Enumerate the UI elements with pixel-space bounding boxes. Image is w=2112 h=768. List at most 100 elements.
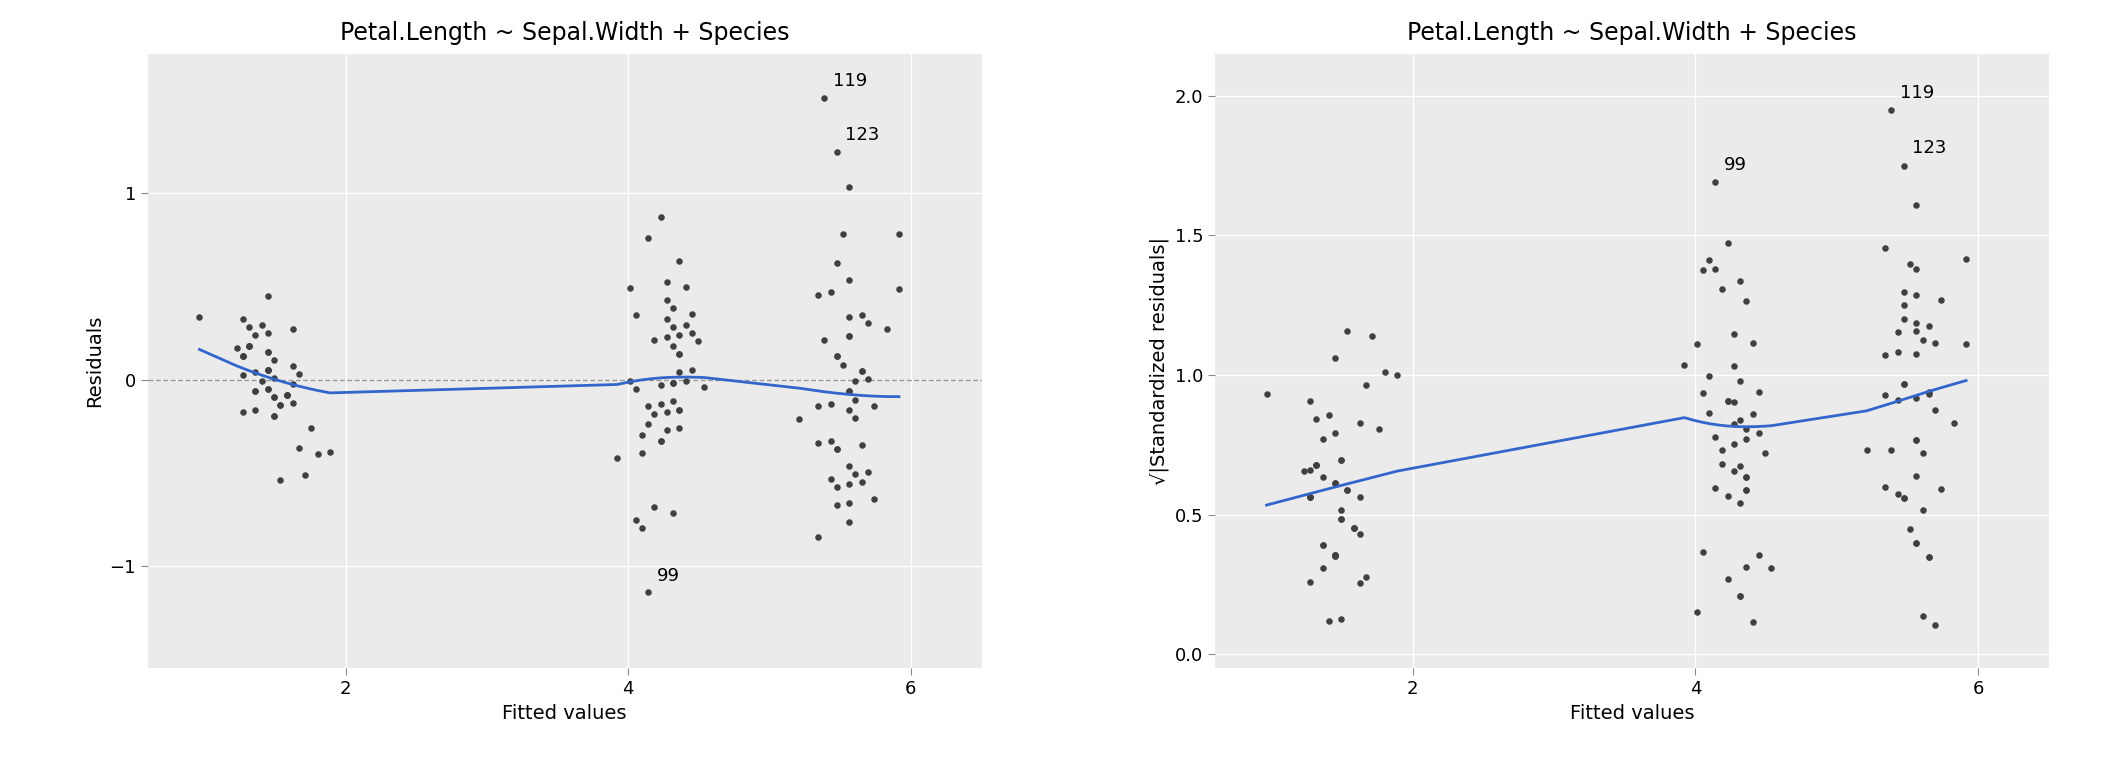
Point (1723, 497, 1757, 509)
Point (1343, 416, 1377, 429)
Point (800, 437, 834, 449)
Point (251, 364, 285, 376)
Point (182, 311, 215, 323)
Point (1299, 459, 1333, 472)
Point (819, 481, 853, 493)
Point (819, 145, 853, 157)
Point (1723, 375, 1757, 387)
Point (1698, 431, 1732, 443)
Point (1882, 346, 1916, 358)
Point (1937, 416, 1970, 429)
Point (832, 273, 866, 286)
Point (1293, 491, 1326, 503)
Point (1886, 378, 1920, 390)
Point (1692, 407, 1726, 419)
Point (1305, 471, 1339, 483)
Point (1886, 300, 1920, 312)
Point (832, 404, 866, 416)
Point (1666, 359, 1700, 372)
Point (226, 313, 260, 325)
Point (1749, 447, 1783, 459)
Point (625, 447, 659, 459)
Point (1755, 562, 1789, 574)
Point (1685, 264, 1719, 276)
Point (1730, 561, 1764, 574)
Point (1730, 471, 1764, 483)
Point (845, 364, 879, 376)
Point (663, 254, 697, 266)
Point (1717, 396, 1751, 408)
Point (1899, 199, 1932, 211)
Point (1318, 427, 1352, 439)
Point (650, 406, 684, 418)
Point (300, 449, 334, 461)
Point (676, 326, 710, 339)
Point (1299, 413, 1333, 425)
Point (845, 439, 879, 451)
Point (1369, 366, 1402, 378)
Point (1331, 485, 1364, 497)
Point (650, 276, 684, 288)
Point (1924, 294, 1958, 306)
Point (1343, 577, 1377, 589)
Point (1869, 481, 1903, 493)
Point (245, 319, 279, 331)
Point (1882, 488, 1916, 500)
Point (826, 359, 860, 371)
Point (239, 385, 272, 397)
Point (1736, 337, 1770, 349)
Point (883, 227, 917, 240)
Point (1882, 394, 1916, 406)
Point (1711, 237, 1745, 249)
Point (1711, 573, 1745, 585)
Point (663, 348, 697, 360)
Point (657, 302, 691, 314)
Point (220, 342, 253, 354)
Point (851, 316, 885, 329)
Point (239, 403, 272, 415)
Point (663, 403, 697, 415)
Point (1736, 409, 1770, 421)
Point (1704, 443, 1738, 455)
Point (1324, 513, 1358, 525)
Point (644, 398, 678, 410)
Point (1704, 458, 1738, 471)
Title: Petal.Length ~ Sepal.Width + Species: Petal.Length ~ Sepal.Width + Species (1407, 21, 1856, 45)
X-axis label: Fitted values: Fitted values (1569, 703, 1694, 723)
Point (1899, 317, 1932, 329)
Point (1882, 326, 1916, 339)
Point (638, 333, 672, 346)
Point (1899, 433, 1932, 445)
Point (245, 375, 279, 387)
Point (1892, 523, 1926, 535)
Point (1324, 513, 1358, 525)
Point (1312, 615, 1345, 627)
Y-axis label: √|Standardized residuals|: √|Standardized residuals| (1149, 237, 1168, 485)
Point (832, 515, 866, 528)
Point (1356, 330, 1390, 343)
Point (264, 399, 298, 412)
Point (670, 375, 703, 387)
Point (1899, 392, 1932, 405)
Point (1299, 459, 1333, 472)
Point (832, 329, 866, 342)
Point (1331, 485, 1364, 497)
Point (1911, 387, 1945, 399)
Point (657, 339, 691, 352)
Point (832, 180, 866, 193)
Point (1318, 549, 1352, 561)
Point (277, 323, 310, 335)
Point (1293, 396, 1326, 408)
Point (644, 435, 678, 447)
Point (851, 372, 885, 385)
Point (1337, 521, 1371, 534)
Point (819, 499, 853, 511)
Point (1698, 263, 1732, 276)
Point (1318, 549, 1352, 561)
Point (845, 309, 879, 321)
Point (251, 290, 285, 302)
Point (813, 435, 847, 448)
Text: 123: 123 (845, 126, 879, 144)
Point (819, 443, 853, 455)
Point (670, 319, 703, 331)
